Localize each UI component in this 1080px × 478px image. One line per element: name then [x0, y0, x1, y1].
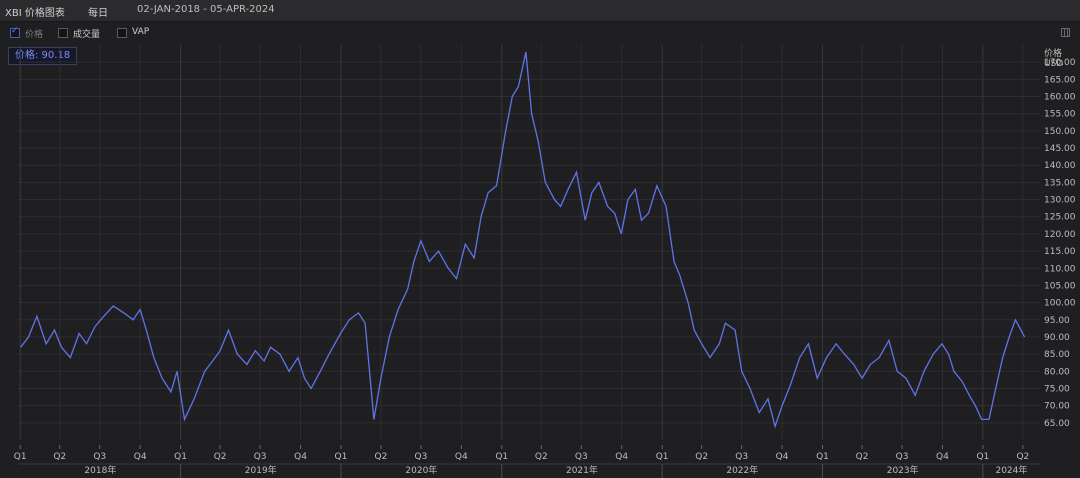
y-tick-label: 160.00: [1044, 93, 1076, 103]
quarter-label: Q1: [174, 452, 187, 462]
year-label: 2023年: [887, 464, 919, 476]
quarter-label: Q3: [415, 452, 428, 462]
quarter-label: Q4: [294, 452, 307, 462]
y-tick-label: 170.00: [1044, 58, 1076, 68]
year-label: 2020年: [405, 464, 437, 476]
y-tick-label: 105.00: [1044, 281, 1076, 291]
quarter-label: Q2: [856, 452, 869, 462]
year-label: 2018年: [84, 464, 116, 476]
y-tick-label: 95.00: [1044, 316, 1070, 326]
interval-selector[interactable]: 每日: [88, 8, 108, 19]
quarter-label: Q3: [93, 452, 106, 462]
y-axis-label: 价格: [1044, 47, 1062, 59]
year-label: 2019年: [245, 464, 277, 476]
legend-bar: 价格 成交量 VAP: [0, 22, 1080, 44]
vap-legend-label[interactable]: VAP: [132, 27, 150, 37]
chart-title: XBI 价格图表: [5, 8, 65, 19]
quarter-label: Q4: [936, 452, 949, 462]
quarter-label: Q2: [535, 452, 548, 462]
year-label: 2022年: [726, 464, 758, 476]
y-axis: 65.00 70.00 75.00 80.00 85.00 90.00 95.00 100.0…: [1044, 47, 1076, 429]
year-label: 2021年: [566, 464, 598, 476]
y-tick-label: 125.00: [1044, 213, 1076, 223]
y-axis-unit: USD: [1044, 59, 1063, 69]
quarter-label: Q3: [575, 452, 588, 462]
y-tick-label: 155.00: [1044, 110, 1076, 120]
title-bar: XBI 价格图表 每日 02-JAN-2018 - 05-APR-2024: [0, 0, 1080, 22]
quarter-label: Q4: [776, 452, 789, 462]
x-axis: Q1 Q2 Q3 Q4 Q1 Q2 Q3 Q4 Q1 Q2 Q3 Q4 Q1 Q2 Q3 Q4 Q1 Q2 Q3 Q4…: [14, 445, 1040, 478]
quarter-label: Q1: [816, 452, 829, 462]
y-tick-label: 115.00: [1044, 247, 1076, 257]
quarter-label: Q1: [495, 452, 508, 462]
quarter-label: Q1: [656, 452, 669, 462]
y-tick-label: 135.00: [1044, 178, 1076, 188]
y-tick-label: 85.00: [1044, 350, 1070, 360]
grid-icon[interactable]: [1061, 28, 1070, 37]
quarter-label: Q4: [455, 452, 468, 462]
y-tick-label: 75.00: [1044, 384, 1070, 394]
quarter-label: Q3: [735, 452, 748, 462]
y-tick-label: 145.00: [1044, 144, 1076, 154]
price-line: [20, 51, 1026, 429]
y-tick-label: 100.00: [1044, 299, 1076, 309]
volume-checkbox[interactable]: [58, 28, 68, 38]
quarter-label: Q3: [896, 452, 909, 462]
price-legend-label[interactable]: 价格: [25, 30, 44, 40]
y-tick-label: 140.00: [1044, 161, 1076, 171]
y-tick-label: 70.00: [1044, 402, 1070, 412]
quarter-label: Q2: [375, 452, 388, 462]
quarter-label: Q2: [695, 452, 708, 462]
quarter-label: Q1: [335, 452, 348, 462]
year-label: 2024年: [995, 464, 1027, 476]
quarter-label: Q2: [1016, 452, 1029, 462]
y-tick-label: 65.00: [1044, 419, 1070, 429]
volume-legend-label[interactable]: 成交量: [73, 30, 101, 40]
y-tick-label: 130.00: [1044, 196, 1076, 206]
y-tick-label: 120.00: [1044, 230, 1076, 240]
quarter-label: Q1: [14, 452, 27, 462]
gridlines: [18, 45, 1040, 440]
y-tick-label: 150.00: [1044, 127, 1076, 137]
quarter-label: Q3: [254, 452, 267, 462]
vap-checkbox[interactable]: [117, 28, 127, 38]
date-range[interactable]: 02-JAN-2018 - 05-APR-2024: [137, 4, 275, 15]
y-tick-label: 165.00: [1044, 75, 1076, 85]
y-tick-label: 80.00: [1044, 367, 1070, 377]
quarter-label: Q2: [53, 452, 66, 462]
quarter-label: Q4: [615, 452, 628, 462]
quarter-label: Q2: [214, 452, 227, 462]
price-checkbox[interactable]: [10, 26, 20, 38]
y-tick-label: 110.00: [1044, 264, 1076, 274]
quarter-label: Q4: [134, 452, 147, 462]
y-tick-label: 90.00: [1044, 333, 1070, 343]
quarter-label: Q1: [976, 452, 989, 462]
